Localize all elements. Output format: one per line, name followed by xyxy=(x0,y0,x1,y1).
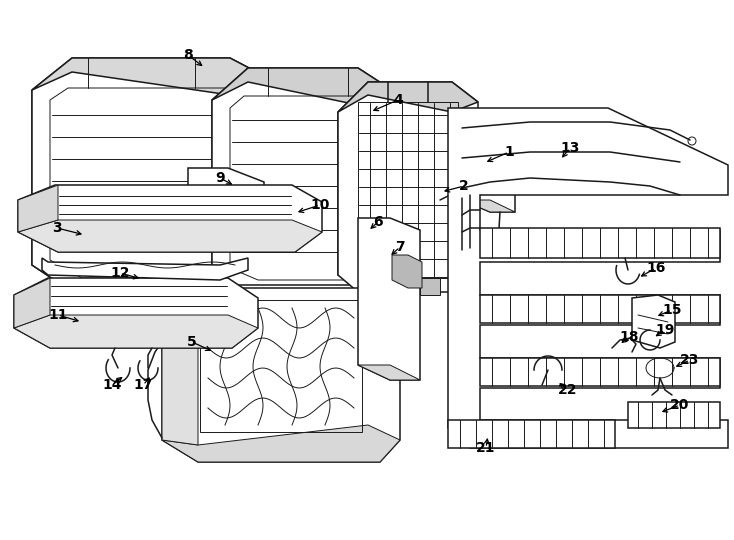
Text: 1: 1 xyxy=(504,145,514,159)
Polygon shape xyxy=(358,218,420,380)
Polygon shape xyxy=(162,425,400,462)
Text: 10: 10 xyxy=(310,198,330,212)
Polygon shape xyxy=(32,90,62,285)
Text: 22: 22 xyxy=(559,383,578,397)
Polygon shape xyxy=(188,220,264,235)
Polygon shape xyxy=(448,420,615,448)
Polygon shape xyxy=(162,288,400,462)
Polygon shape xyxy=(392,255,422,288)
Text: 19: 19 xyxy=(655,323,675,337)
Text: 13: 13 xyxy=(560,141,580,155)
Text: 7: 7 xyxy=(395,240,405,254)
Polygon shape xyxy=(32,58,272,95)
Text: 12: 12 xyxy=(110,266,130,280)
Polygon shape xyxy=(162,288,198,445)
Polygon shape xyxy=(18,220,322,252)
Polygon shape xyxy=(420,278,440,295)
Polygon shape xyxy=(480,358,720,386)
Text: 14: 14 xyxy=(102,378,122,392)
Text: 3: 3 xyxy=(52,221,62,235)
Polygon shape xyxy=(145,286,162,298)
Polygon shape xyxy=(388,278,408,295)
Polygon shape xyxy=(628,402,720,428)
Polygon shape xyxy=(188,168,264,235)
Polygon shape xyxy=(14,278,258,348)
Polygon shape xyxy=(462,200,515,212)
Text: 5: 5 xyxy=(187,335,197,349)
Polygon shape xyxy=(480,295,720,323)
Text: 11: 11 xyxy=(48,308,68,322)
Polygon shape xyxy=(338,82,478,292)
Polygon shape xyxy=(14,278,50,328)
Text: 21: 21 xyxy=(476,441,495,455)
Polygon shape xyxy=(212,68,392,105)
Polygon shape xyxy=(480,228,720,258)
Text: 6: 6 xyxy=(373,215,383,229)
Polygon shape xyxy=(18,185,322,252)
Polygon shape xyxy=(14,315,258,348)
Polygon shape xyxy=(632,295,675,348)
Polygon shape xyxy=(212,100,238,282)
Polygon shape xyxy=(462,155,515,212)
Polygon shape xyxy=(338,112,358,282)
Polygon shape xyxy=(358,365,420,380)
Polygon shape xyxy=(42,258,248,280)
Text: 2: 2 xyxy=(459,179,469,193)
Polygon shape xyxy=(338,82,478,112)
Text: 15: 15 xyxy=(662,303,682,317)
Polygon shape xyxy=(448,108,728,448)
Text: 20: 20 xyxy=(670,398,690,412)
Text: 16: 16 xyxy=(647,261,666,275)
Text: 17: 17 xyxy=(134,378,153,392)
Text: 9: 9 xyxy=(215,171,225,185)
Text: 18: 18 xyxy=(619,330,639,344)
Text: 23: 23 xyxy=(680,353,700,367)
Text: 8: 8 xyxy=(183,48,193,62)
Polygon shape xyxy=(32,58,272,285)
Text: 4: 4 xyxy=(393,93,403,107)
Polygon shape xyxy=(212,68,392,285)
Polygon shape xyxy=(18,185,58,232)
